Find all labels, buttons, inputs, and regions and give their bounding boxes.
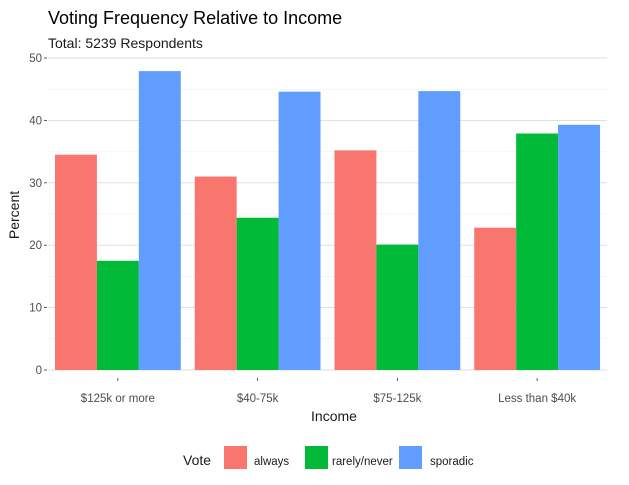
bar-always <box>334 150 377 370</box>
legend-key <box>224 446 247 469</box>
y-axis-label: Percent <box>6 191 22 239</box>
legend-title: Vote <box>183 452 211 468</box>
bar-always <box>194 176 237 370</box>
bar-rarely-never <box>96 260 139 370</box>
chart-subtitle: Total: 5239 Respondents <box>48 35 203 51</box>
bar-always <box>54 154 97 370</box>
y-tick-label: 30 <box>29 178 42 190</box>
bar-sporadic <box>278 91 321 371</box>
bars <box>54 71 601 371</box>
bar-sporadic <box>418 91 461 371</box>
y-tick-label: 10 <box>29 303 42 315</box>
bar-rarely-never <box>376 244 419 370</box>
y-tick-label: 0 <box>36 365 42 377</box>
legend: Vote always rarely/never sporadic <box>183 446 474 469</box>
y-tick-label: 20 <box>29 240 42 252</box>
legend-key <box>305 446 328 469</box>
legend-key <box>399 446 422 469</box>
bar-always <box>474 227 517 370</box>
x-axis: $125k or more $40-75k $75-125k Less than $4… <box>81 378 576 405</box>
y-axis: 0 10 20 30 40 50 <box>29 53 47 377</box>
legend-label: always <box>254 456 289 468</box>
bar-sporadic <box>558 124 601 370</box>
bar-sporadic <box>138 71 181 370</box>
x-tick-label: $125k or more <box>81 393 155 405</box>
x-tick-label: $40-75k <box>237 393 279 405</box>
x-tick-label: $75-125k <box>373 393 421 405</box>
bar-rarely-never <box>236 217 279 370</box>
y-tick-label: 40 <box>29 115 42 127</box>
bar-rarely-never <box>516 133 559 370</box>
chart-title: Voting Frequency Relative to Income <box>48 8 342 28</box>
x-tick-label: Less than $40k <box>498 393 576 405</box>
x-axis-label: Income <box>311 408 357 424</box>
legend-label: sporadic <box>430 456 474 468</box>
legend-label: rarely/never <box>332 456 393 468</box>
y-tick-label: 50 <box>29 53 42 65</box>
